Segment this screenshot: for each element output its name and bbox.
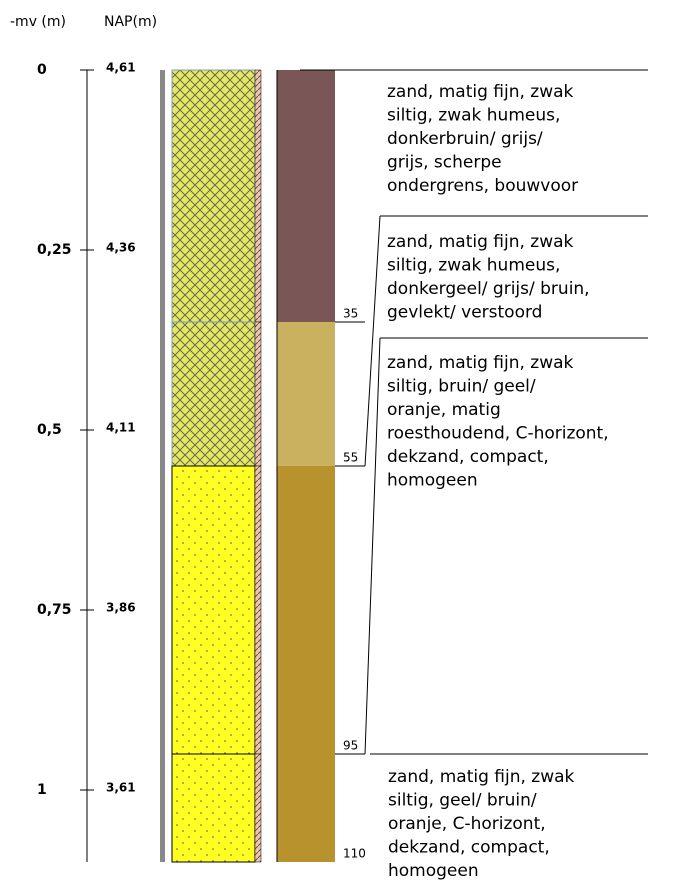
layer-description: donkergeel/ grijs/ bruin, [387, 279, 590, 299]
layer-description: dekzand, compact, [387, 447, 549, 467]
layer-description: siltig, bruin/ geel/ [387, 377, 536, 397]
soil-column [172, 70, 255, 322]
column-edge [160, 70, 165, 862]
layer-description: roesthoudend, C-horizont, [387, 424, 609, 444]
soil-strip [255, 466, 261, 754]
layer-description: homogeen [387, 471, 478, 491]
layer-description: siltig, zwak humeus, [387, 256, 560, 276]
layer-description: homogeen [388, 861, 479, 881]
layer-description: siltig, geel/ bruin/ [388, 791, 537, 811]
soil-column [172, 322, 255, 466]
layer-description: zand, matig fijn, zwak [388, 767, 575, 787]
nap-label: 4,36 [106, 241, 136, 255]
nap-label: 3,61 [106, 781, 136, 795]
layer-description: ondergrens, bouwvoor [387, 176, 578, 196]
nap-label: 4,11 [106, 421, 136, 435]
layer-description: donkerbruin/ grijs/ [387, 129, 543, 149]
soil-strip [255, 70, 261, 322]
depth-label: 0,75 [37, 602, 72, 618]
depth-label: 0,25 [37, 242, 72, 258]
leader [365, 216, 380, 466]
borehole-log: -mv (m) NAP(m) 0 4,61 0,25 4,36 0,5 4,11 0,75 3… [0, 0, 675, 895]
layer-description: zand, matig fijn, zwak [387, 82, 574, 102]
layer-description: dekzand, compact, [388, 838, 550, 858]
soil-column [172, 754, 255, 862]
depth-value: 35 [343, 307, 358, 321]
layer-description: oranje, matig [387, 400, 501, 420]
depth-value: 55 [343, 451, 358, 465]
leader [365, 338, 380, 754]
depth-header: -mv (m) [10, 14, 66, 30]
color-column [277, 322, 335, 466]
color-column [277, 70, 335, 322]
layer-description: gevlekt/ verstoord [387, 303, 542, 323]
nap-label: 4,61 [106, 61, 136, 75]
soil-strip [255, 754, 261, 862]
color-column [277, 466, 335, 754]
color-column [277, 754, 335, 862]
soil-column [172, 466, 255, 754]
depth-label: 1 [37, 782, 47, 798]
soil-strip [255, 322, 261, 466]
layer-description: zand, matig fijn, zwak [387, 353, 574, 373]
nap-header: NAP(m) [104, 14, 157, 30]
depth-label: 0,5 [37, 422, 62, 438]
depth-value: 110 [343, 847, 366, 861]
depth-value: 95 [343, 739, 358, 753]
layer-description: zand, matig fijn, zwak [387, 232, 574, 252]
nap-label: 3,86 [106, 601, 136, 615]
layer-description: grijs, scherpe [387, 153, 502, 173]
layer-description: oranje, C-horizont, [388, 814, 546, 834]
depth-label: 0 [37, 62, 47, 78]
layer-description: siltig, zwak humeus, [387, 106, 560, 126]
